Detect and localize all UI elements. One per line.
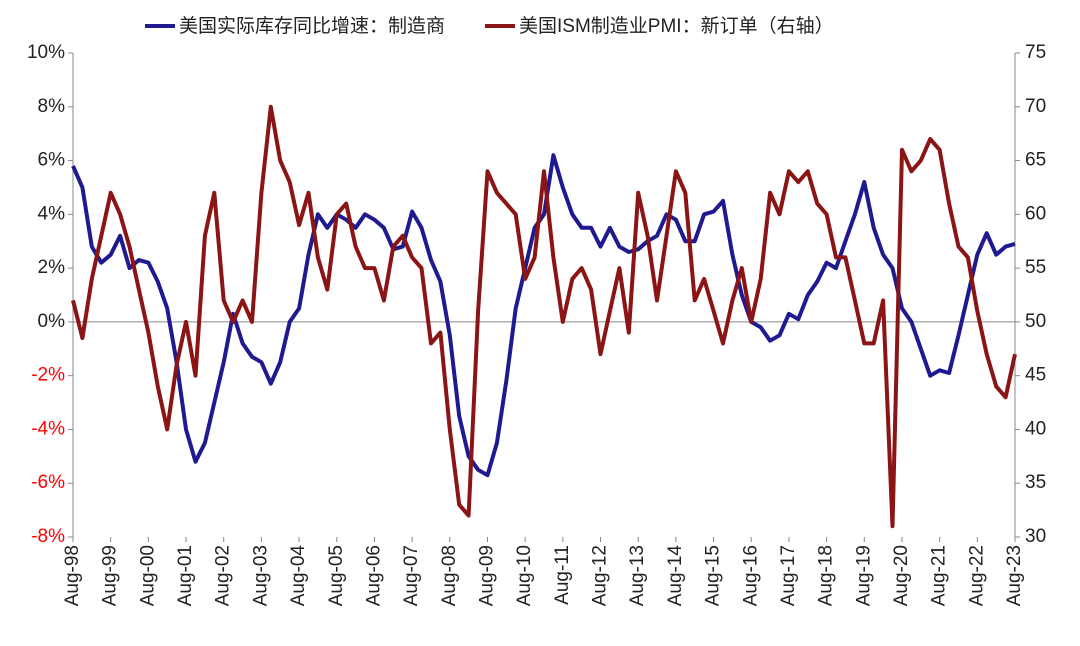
y-tick-label: 2% — [38, 257, 66, 278]
x-tick-label: Aug-11 — [552, 545, 573, 605]
y2-tick-label: 60 — [1025, 203, 1046, 224]
x-tick-label: Aug-07 — [401, 545, 422, 606]
x-tick-label: Aug-16 — [740, 545, 761, 606]
x-tick-label: Aug-22 — [966, 545, 987, 606]
legend-label: 美国实际库存同比增速：制造商 — [179, 15, 445, 37]
y2-tick-label: 65 — [1025, 150, 1046, 171]
y-tick-label: -4% — [31, 418, 65, 439]
y2-tick-label: 30 — [1025, 526, 1046, 547]
y2-tick-label: 40 — [1025, 418, 1046, 439]
x-tick-label: Aug-18 — [816, 545, 837, 606]
y-tick-label: -6% — [31, 472, 65, 493]
y-tick-label: 8% — [38, 96, 66, 117]
x-tick-label: Aug-23 — [1004, 545, 1025, 606]
series-line — [71, 104, 1017, 529]
x-tick-label: Aug-00 — [137, 545, 158, 606]
y-tick-label: 6% — [38, 150, 66, 171]
x-tick-label: Aug-19 — [853, 545, 874, 606]
x-tick-label: Aug-10 — [514, 545, 535, 606]
x-tick-label: Aug-01 — [175, 545, 196, 606]
y2-tick-label: 35 — [1025, 472, 1046, 493]
legend-label: 美国ISM制造业PMI：新订单（右轴） — [519, 15, 834, 37]
y2-tick-label: 70 — [1025, 96, 1046, 117]
x-tick-label: Aug-15 — [703, 545, 724, 606]
x-tick-label: Aug-08 — [439, 545, 460, 606]
x-tick-label: Aug-14 — [665, 545, 686, 607]
x-tick-label: Aug-05 — [326, 545, 347, 606]
x-tick-label: Aug-02 — [213, 545, 234, 606]
x-tick-label: Aug-04 — [288, 545, 309, 607]
y-tick-label: 4% — [38, 203, 66, 224]
y2-tick-label: 75 — [1025, 42, 1046, 63]
x-tick-label: Aug-99 — [100, 545, 121, 606]
y2-tick-label: 55 — [1025, 257, 1046, 278]
x-tick-label: Aug-03 — [250, 545, 271, 606]
y2-tick-label: 50 — [1025, 311, 1046, 332]
x-tick-label: Aug-21 — [929, 545, 950, 606]
x-tick-label: Aug-09 — [476, 545, 497, 606]
x-tick-label: Aug-17 — [778, 545, 799, 606]
y-tick-label: 0% — [38, 311, 66, 332]
x-tick-label: Aug-12 — [590, 545, 611, 606]
x-tick-label: Aug-13 — [627, 545, 648, 606]
x-tick-label: Aug-20 — [891, 545, 912, 606]
y-tick-label: 10% — [27, 42, 65, 63]
y2-tick-label: 45 — [1025, 365, 1046, 386]
y-tick-label: -8% — [31, 526, 65, 547]
series-line — [71, 153, 1016, 478]
x-tick-label: Aug-98 — [62, 545, 83, 606]
x-tick-label: Aug-06 — [363, 545, 384, 606]
y-tick-label: -2% — [31, 365, 65, 386]
